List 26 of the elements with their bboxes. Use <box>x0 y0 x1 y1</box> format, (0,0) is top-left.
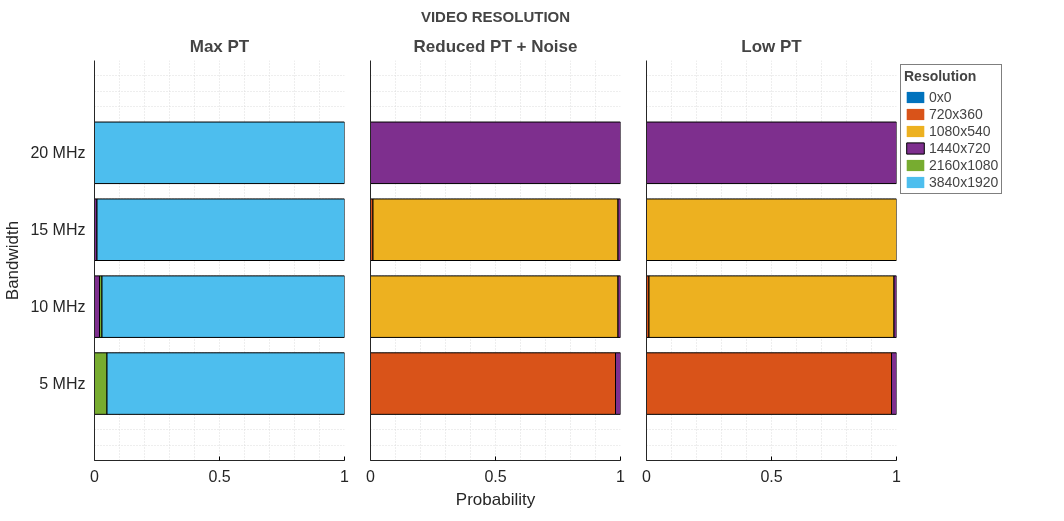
legend-label: 3840x1920 <box>929 174 999 190</box>
x-tick-label: 1 <box>340 467 350 485</box>
y-tick-label: 5 MHz <box>39 375 86 393</box>
legend-label: 2160x1080 <box>929 157 999 173</box>
y-axis-title: Bandwidth <box>3 220 23 301</box>
chart-title: Max PT <box>189 36 250 56</box>
legend-label: 1440x720 <box>929 140 991 156</box>
x-tick-label: 1 <box>892 467 902 485</box>
legend-label: 1080x540 <box>929 123 991 139</box>
chart-title: Reduced PT + Noise <box>413 36 578 56</box>
chart-title: Low PT <box>741 36 803 56</box>
x-axis-title: Probability <box>455 489 536 509</box>
y-tick-label: 10 MHz <box>30 298 86 316</box>
text: VIDEO RESOLUTION <box>420 7 571 25</box>
legend-title: Resolution <box>904 68 978 84</box>
legend-label: 720x360 <box>929 106 983 122</box>
x-tick-label: 0.5 <box>484 467 507 485</box>
x-tick-label: 1 <box>616 467 626 485</box>
x-tick-label: 0 <box>366 467 376 485</box>
legend-label: 0x0 <box>929 89 952 105</box>
x-tick-label: 0 <box>642 467 652 485</box>
x-tick-label: 0.5 <box>760 467 783 485</box>
y-tick-label: 20 MHz <box>30 144 86 162</box>
x-tick-label: 0.5 <box>208 467 231 485</box>
y-tick-label: 15 MHz <box>30 221 86 239</box>
x-tick-label: 0 <box>90 467 100 485</box>
